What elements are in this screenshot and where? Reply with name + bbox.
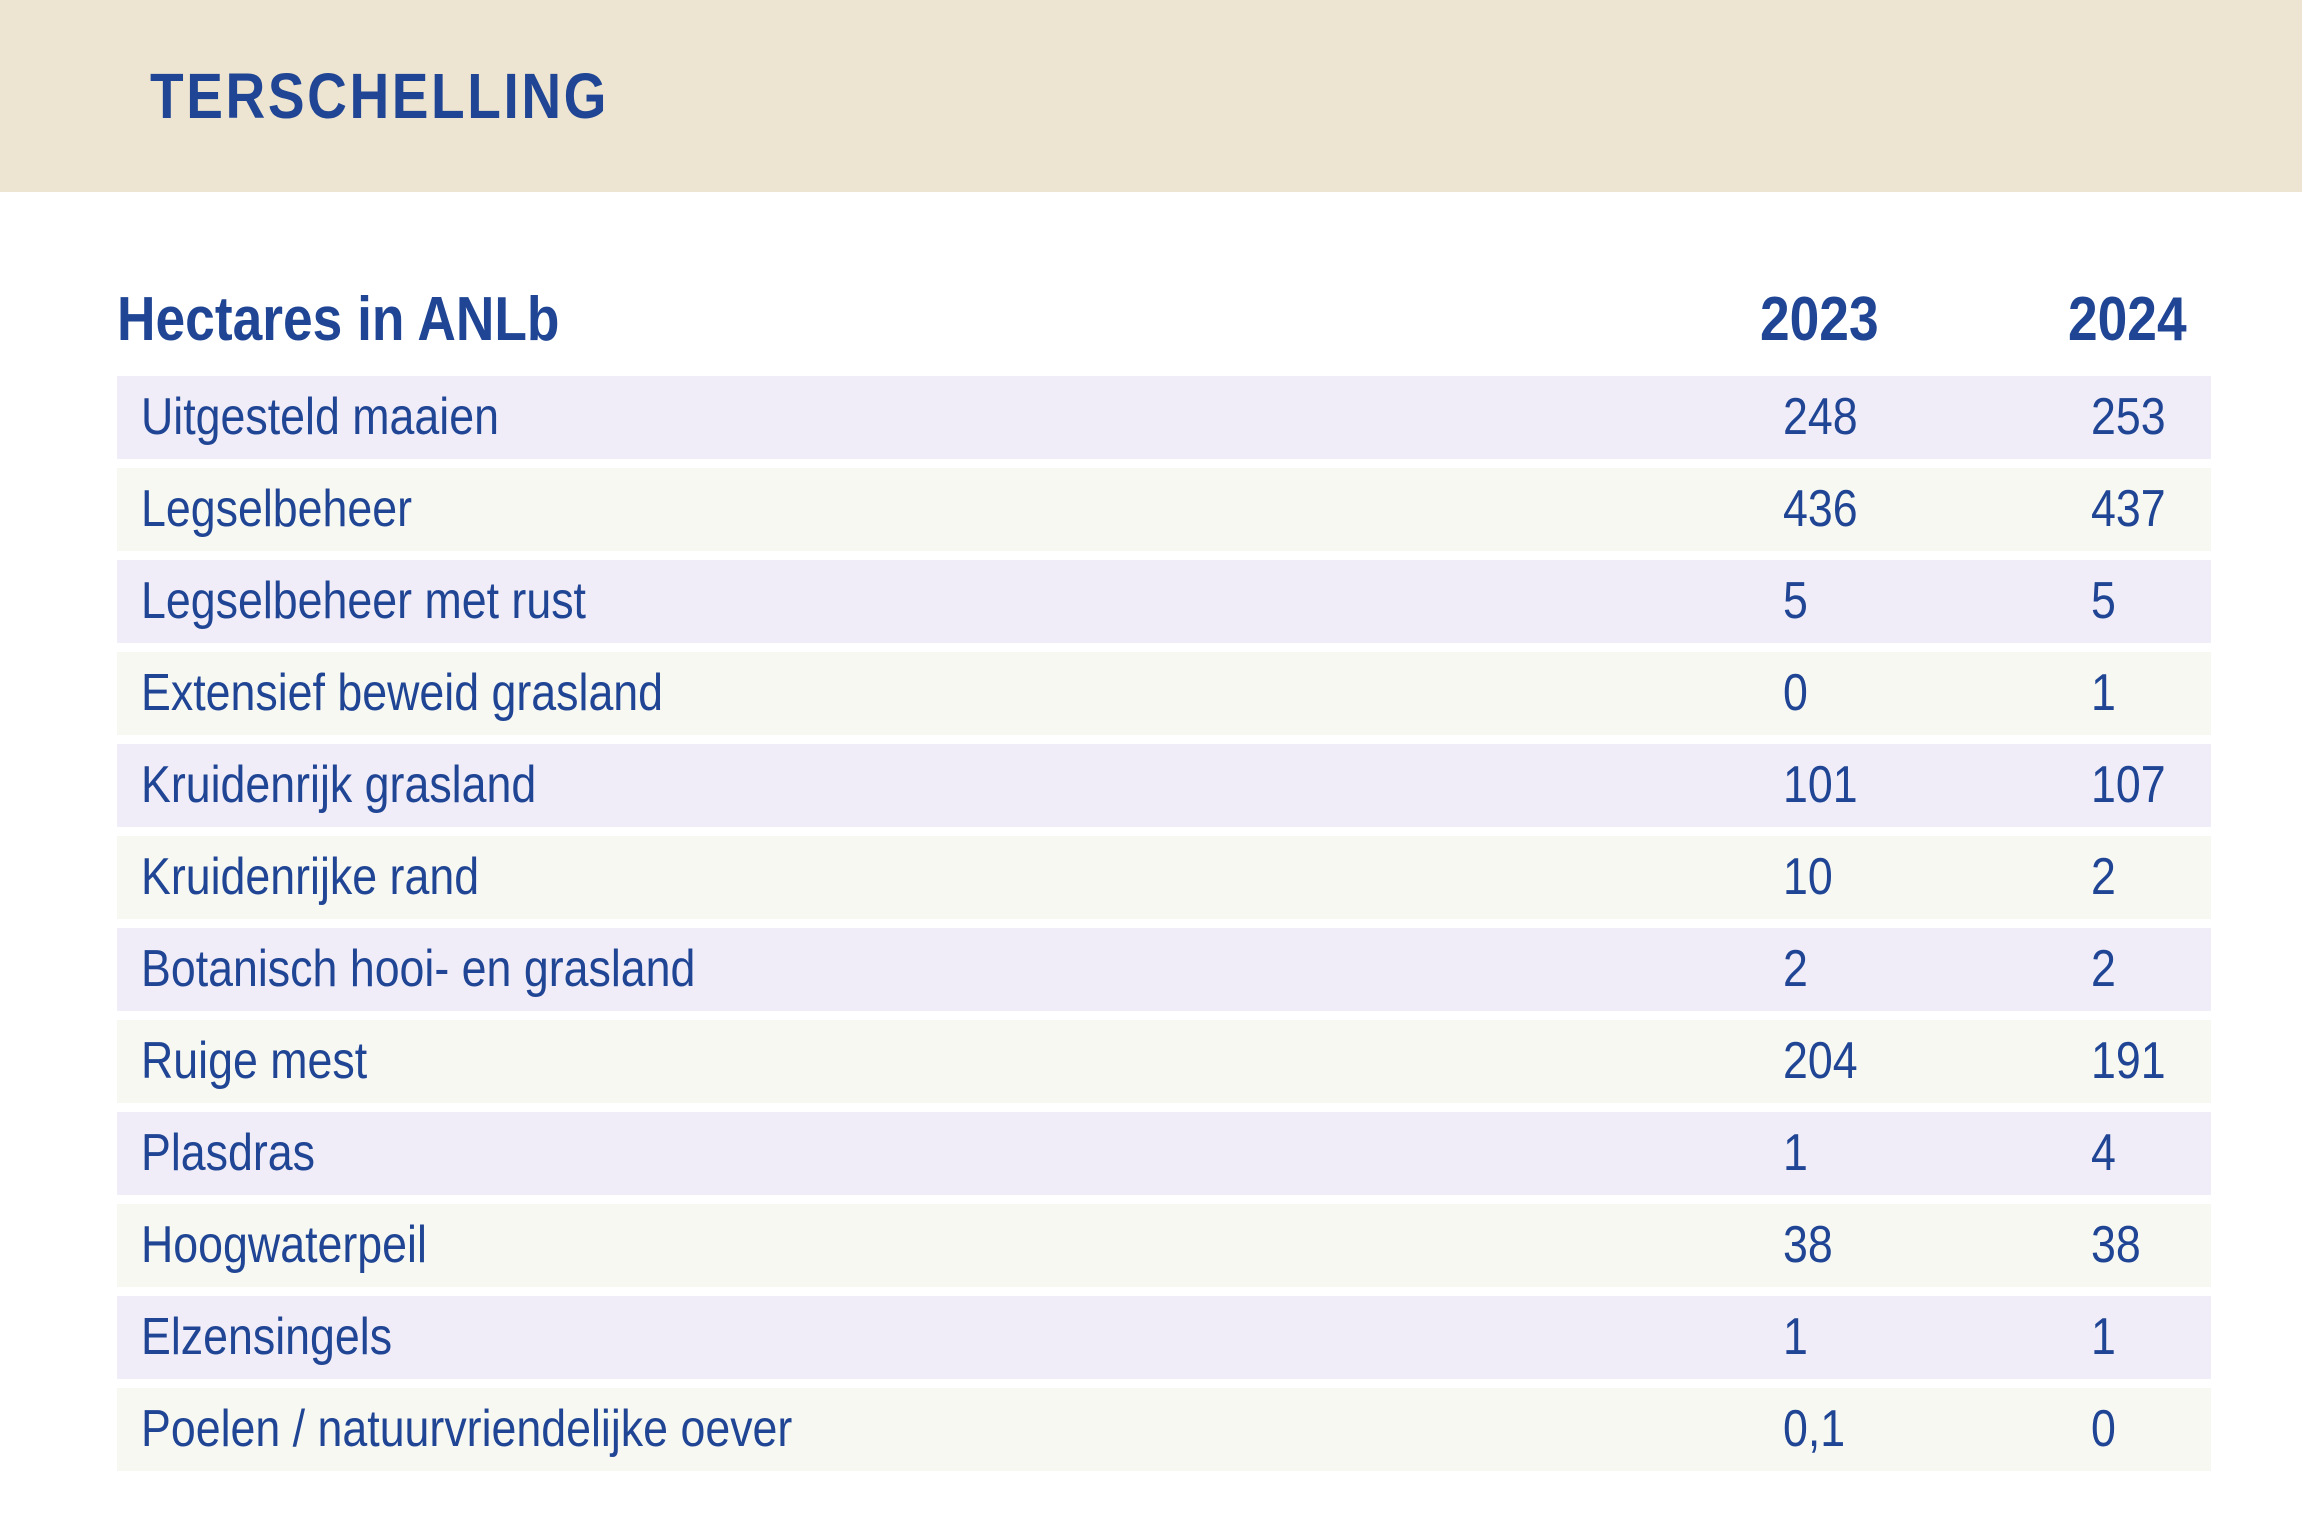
value-2023: 1 [1783,1308,1808,1366]
table-row: Kruidenrijk grasland 101 107 [117,744,2211,827]
value-2023: 248 [1783,388,1858,446]
table-row: Kruidenrijke rand 10 2 [117,836,2211,919]
value-2023: 5 [1783,572,1808,630]
anlb-table: Hectares in ANLb 2023 2024 Uitgesteld ma… [117,272,2211,1480]
value-2024: 2 [2091,848,2116,906]
table-row: Ruige mest 204 191 [117,1020,2211,1103]
row-label: Hoogwaterpeil [141,1216,427,1274]
value-2024: 1 [2091,664,2116,722]
table-row: Extensief beweid grasland 0 1 [117,652,2211,735]
column-header-2024: 2024 [2068,285,2187,354]
row-label: Kruidenrijk grasland [141,756,537,814]
table-row: Plasdras 1 4 [117,1112,2211,1195]
row-label: Kruidenrijke rand [141,848,480,906]
value-2023: 436 [1783,480,1858,538]
value-2024: 5 [2091,572,2116,630]
value-2024: 4 [2091,1124,2116,1182]
row-label: Legselbeheer [141,480,413,538]
value-2024: 0 [2091,1400,2116,1458]
row-label: Elzensingels [141,1308,393,1366]
table-row: Legselbeheer met rust 5 5 [117,560,2211,643]
value-2023: 1 [1783,1124,1808,1182]
value-2024: 437 [2091,480,2166,538]
region-title: TERSCHELLING [150,60,610,132]
value-2024: 107 [2091,756,2166,814]
table-header: Hectares in ANLb 2023 2024 [117,272,2211,376]
table-row: Poelen / natuurvriendelijke oever 0,1 0 [117,1388,2211,1471]
value-2024: 2 [2091,940,2116,998]
value-2024: 38 [2091,1216,2141,1274]
value-2023: 101 [1783,756,1858,814]
table-row: Elzensingels 1 1 [117,1296,2211,1379]
value-2023: 10 [1783,848,1833,906]
row-label: Legselbeheer met rust [141,572,586,630]
table-row: Botanisch hooi- en grasland 2 2 [117,928,2211,1011]
table-row: Hoogwaterpeil 38 38 [117,1204,2211,1287]
value-2024: 253 [2091,388,2166,446]
value-2023: 38 [1783,1216,1833,1274]
row-label: Plasdras [141,1124,315,1182]
value-2023: 0 [1783,664,1808,722]
column-header-2023: 2023 [1760,285,1879,354]
row-label: Ruige mest [141,1032,368,1090]
header-band: TERSCHELLING [0,0,2302,192]
table-row: Legselbeheer 436 437 [117,468,2211,551]
value-2024: 1 [2091,1308,2116,1366]
value-2023: 0,1 [1783,1400,1846,1458]
value-2023: 2 [1783,940,1808,998]
table-title: Hectares in ANLb [117,285,560,354]
row-label: Botanisch hooi- en grasland [141,940,696,998]
value-2024: 191 [2091,1032,2166,1090]
row-label: Poelen / natuurvriendelijke oever [141,1400,793,1458]
table-row: Uitgesteld maaien 248 253 [117,376,2211,459]
row-label: Uitgesteld maaien [141,388,499,446]
row-label: Extensief beweid grasland [141,664,664,722]
value-2023: 204 [1783,1032,1858,1090]
